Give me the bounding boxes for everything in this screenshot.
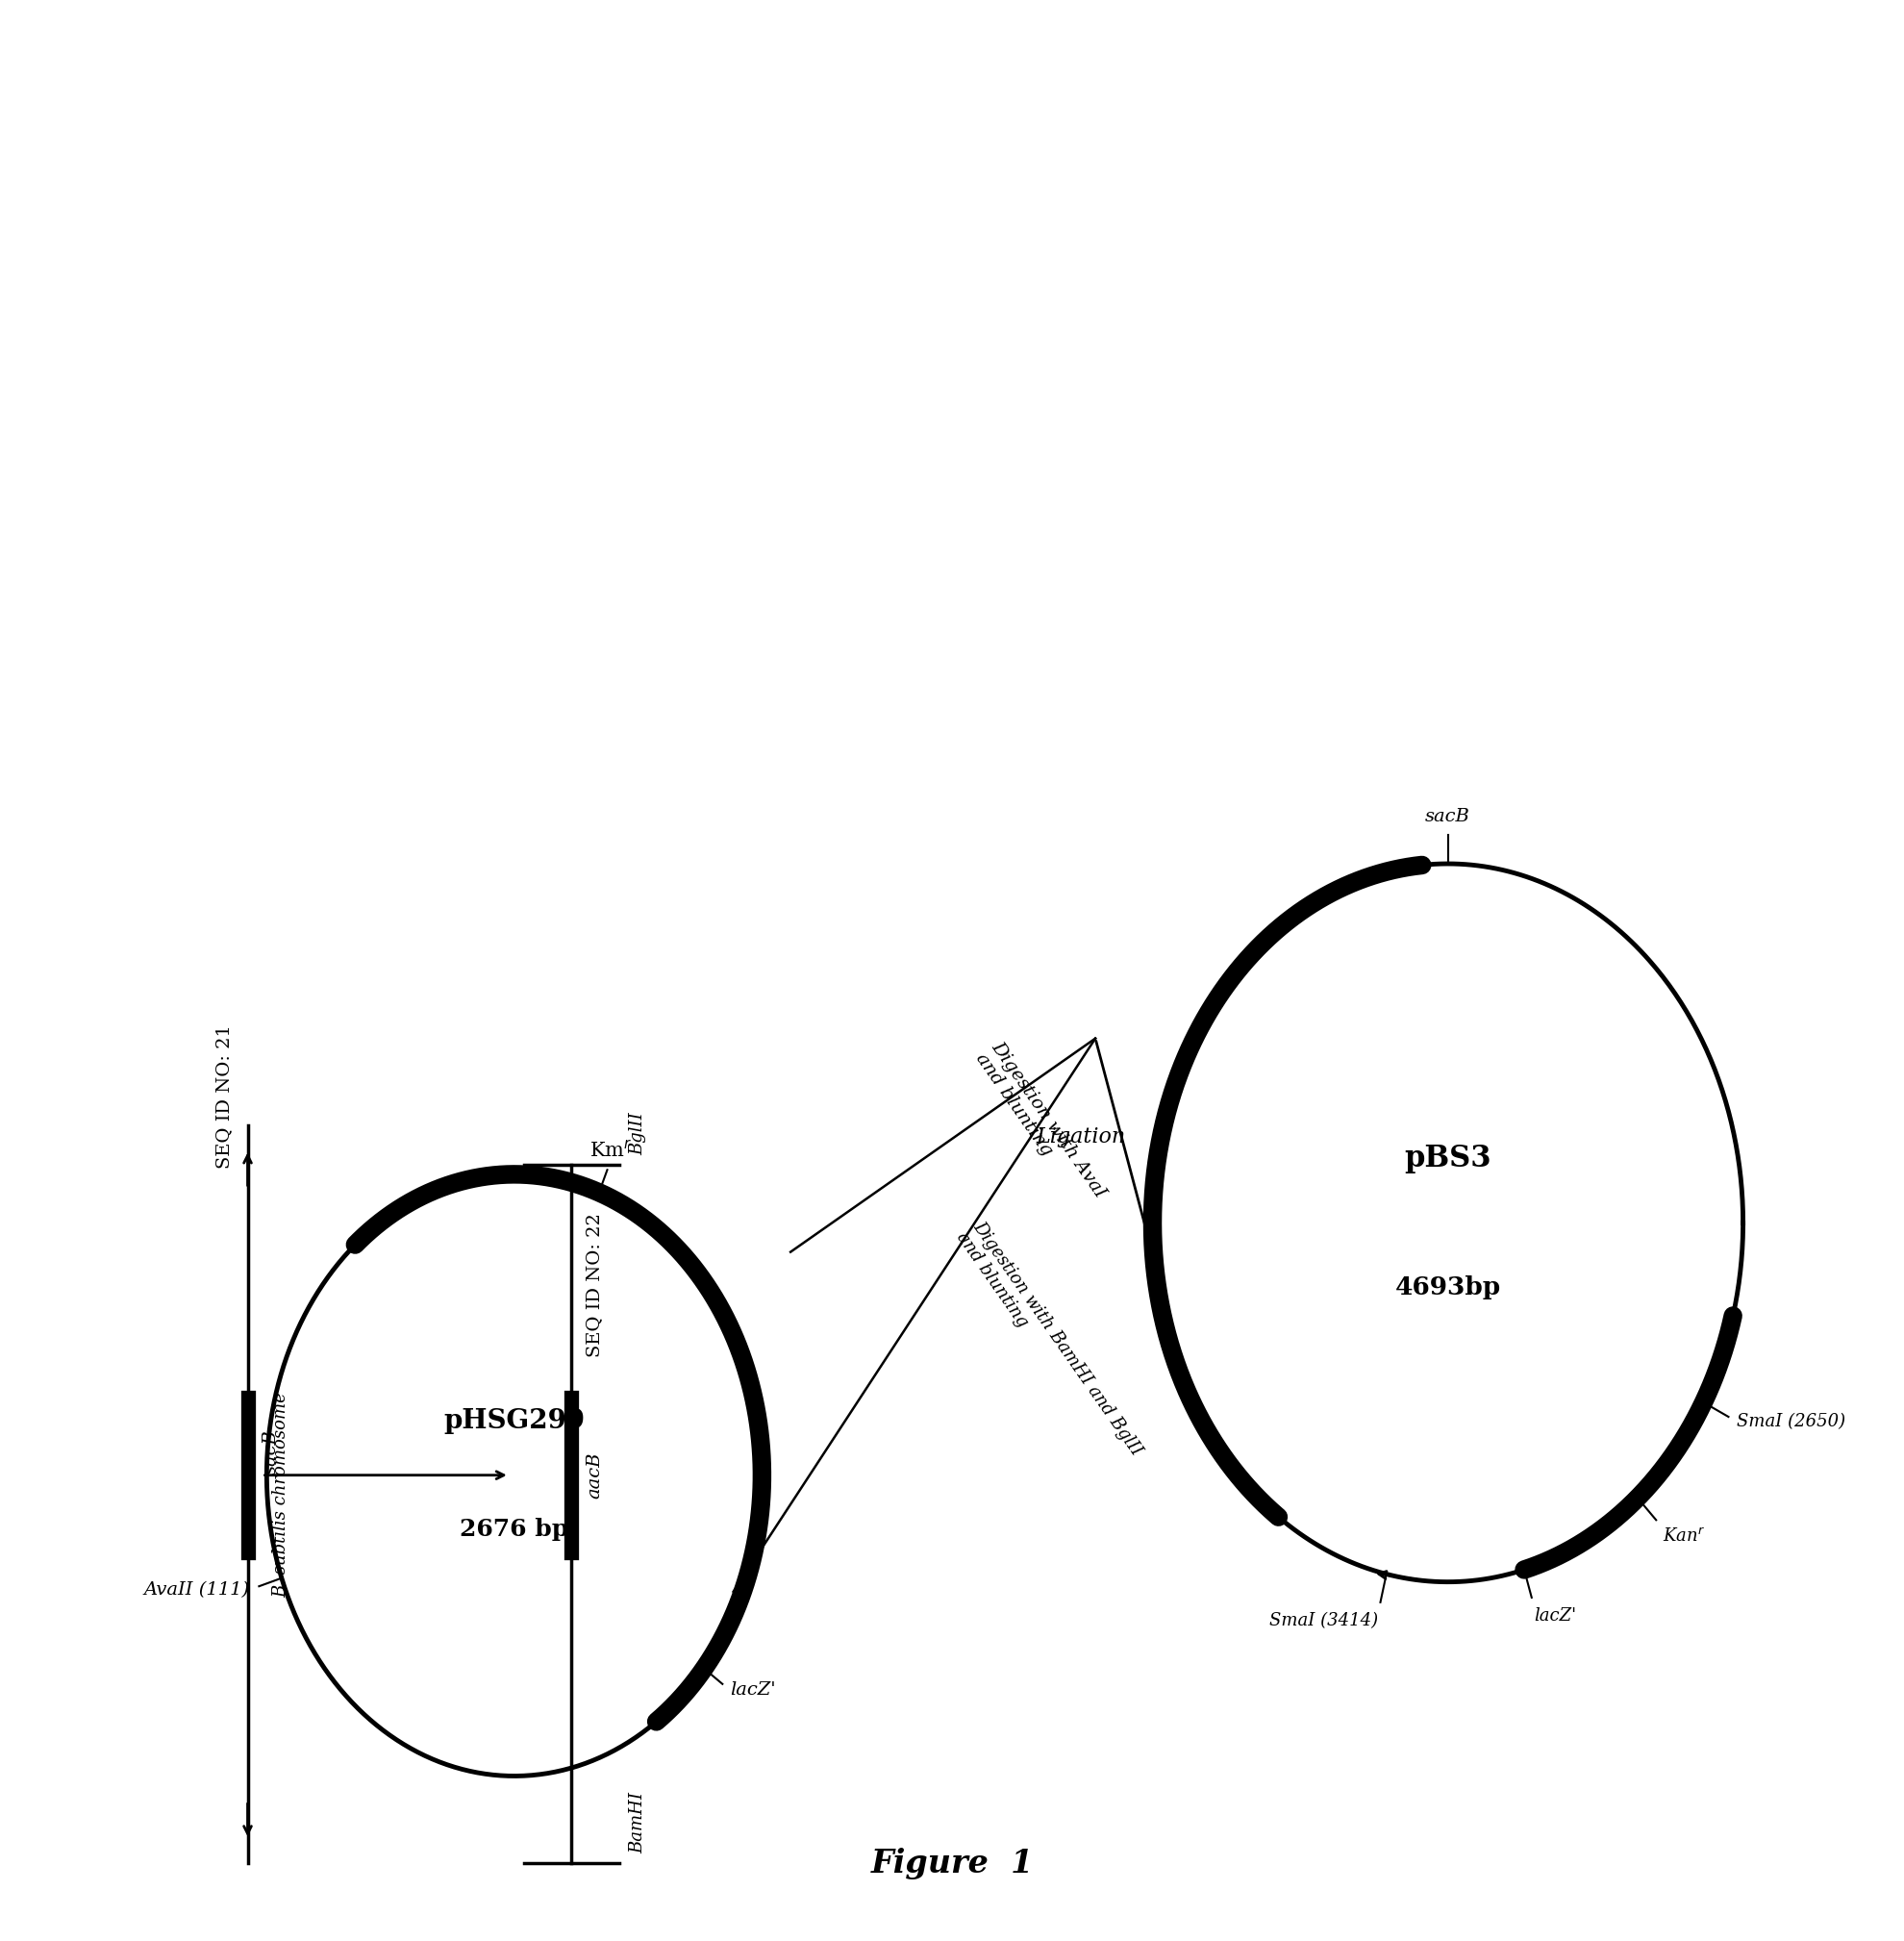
Text: 2676 bp: 2676 bp [459,1518,569,1541]
Text: sacB: sacB [263,1429,280,1475]
Text: BamHI: BamHI [628,1792,645,1854]
Text: lacZ': lacZ' [1533,1607,1577,1625]
Text: pHSG299: pHSG299 [444,1407,585,1434]
Text: Digestion with BamHI and BglII
and blunting: Digestion with BamHI and BglII and blunt… [952,1217,1144,1469]
Text: SEQ ID NO: 21: SEQ ID NO: 21 [215,1025,232,1168]
Text: BglII: BglII [628,1112,645,1155]
Text: Digestion with AvaI
and blunting: Digestion with AvaI and blunting [971,1038,1108,1213]
Text: Kan$^r$: Kan$^r$ [1662,1528,1704,1545]
Text: SEQ ID NO: 22: SEQ ID NO: 22 [586,1213,604,1357]
Text: Km$^r$: Km$^r$ [588,1139,632,1161]
Text: Ligation: Ligation [1036,1126,1125,1147]
Text: Figure  1: Figure 1 [870,1848,1034,1881]
Text: AvaII (111): AvaII (111) [145,1580,249,1597]
Text: SmaI (3414): SmaI (3414) [1268,1611,1378,1628]
Text: aacB: aacB [586,1452,604,1498]
Text: sacB: sacB [1424,807,1470,825]
Text: B. subtilis chromosome: B. subtilis chromosome [272,1392,289,1597]
Text: SmaI (2650): SmaI (2650) [1736,1413,1845,1431]
Text: 4693bp: 4693bp [1394,1275,1500,1299]
Text: pBS3: pBS3 [1403,1143,1491,1172]
Text: lacZ': lacZ' [729,1681,775,1698]
